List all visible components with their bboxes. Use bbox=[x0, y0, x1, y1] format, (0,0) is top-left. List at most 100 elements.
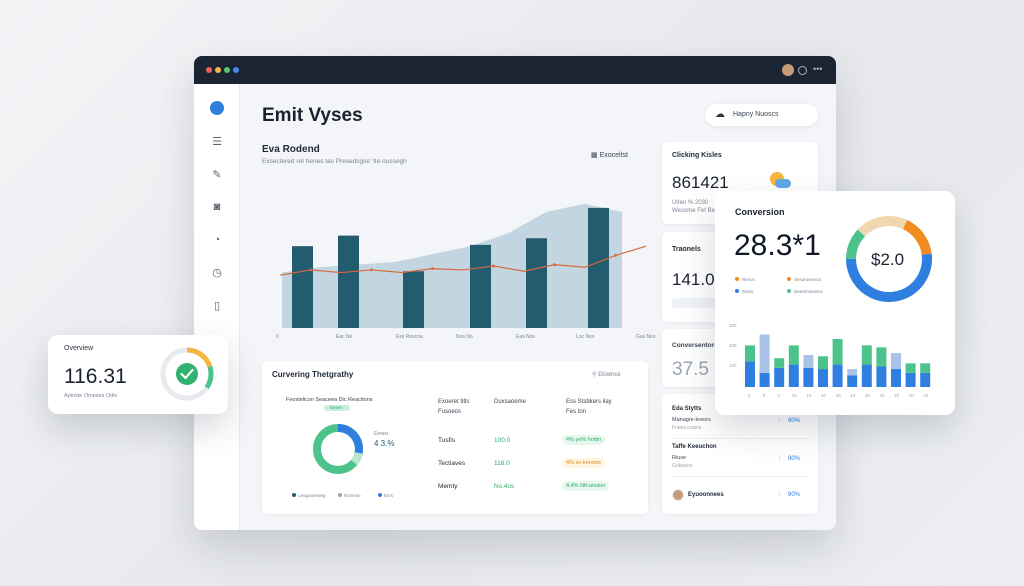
bar[interactable] bbox=[832, 339, 843, 365]
line-point bbox=[309, 268, 312, 272]
task-item[interactable]: Taffe Keeuchon Riuse Gobuoos ↑ 90% bbox=[662, 442, 818, 477]
row-change: 4% ye% hottin bbox=[562, 435, 606, 445]
clicking-title: Clicking Kisles bbox=[672, 152, 722, 159]
bar[interactable] bbox=[876, 366, 887, 387]
legend-entry: Leogoonedeg bbox=[292, 493, 326, 498]
bar[interactable] bbox=[905, 372, 916, 387]
bar[interactable] bbox=[803, 355, 814, 368]
conversions-title: Conversentors bbox=[672, 342, 718, 349]
home-icon[interactable] bbox=[208, 101, 226, 119]
dashboard-window: ••• ☰ ✎ ◙ ◔ ◷ ▯ Emit Vyses ☁ Hapny Nuosc… bbox=[194, 56, 836, 530]
task-line: Gobuoos bbox=[672, 463, 693, 469]
camera-icon[interactable]: ◙ bbox=[213, 201, 221, 213]
bar[interactable] bbox=[774, 367, 785, 387]
bar[interactable] bbox=[818, 369, 828, 387]
bar[interactable] bbox=[847, 369, 858, 376]
conversion-bar-chart: 300 200 100 2 3 3 10 10 10 10 10 20 20 20 20 20 bbox=[729, 323, 931, 398]
main-chart-title: Eva Rodend bbox=[262, 144, 320, 155]
pen-icon[interactable]: ✎ bbox=[212, 169, 222, 181]
minimize-window-icon[interactable] bbox=[215, 67, 221, 73]
settings-icon[interactable] bbox=[798, 65, 807, 75]
table-row[interactable]: Memty Ns.4os 4.4% Ntt-ansion bbox=[434, 479, 640, 497]
bar[interactable] bbox=[470, 244, 491, 328]
bar[interactable] bbox=[905, 363, 916, 373]
x-tick-label: 3 bbox=[777, 393, 780, 398]
user-chip-label: Hapny Nuoscs bbox=[733, 111, 779, 118]
bar[interactable] bbox=[745, 361, 755, 387]
bar[interactable] bbox=[876, 347, 887, 367]
x-tick-label: 10 bbox=[850, 393, 856, 398]
bar[interactable] bbox=[832, 364, 843, 387]
weather-icon bbox=[768, 170, 791, 192]
line-point bbox=[492, 264, 495, 268]
close-window-icon[interactable] bbox=[206, 67, 212, 73]
conversions-value: 37.5 bbox=[672, 359, 709, 380]
user-chip-icon: ☁ bbox=[715, 109, 725, 120]
row-change: 4% sn-kennos bbox=[562, 458, 605, 468]
bar[interactable] bbox=[803, 367, 814, 387]
maximize-window-icon[interactable] bbox=[224, 67, 230, 73]
clicking-value: 861421 bbox=[672, 173, 729, 192]
bar[interactable] bbox=[891, 369, 901, 387]
bar[interactable] bbox=[292, 246, 313, 328]
main-chart-action[interactable]: ▦ Exoceltst bbox=[591, 151, 628, 159]
overview-sub: Apinste Omeses Odis bbox=[64, 393, 118, 399]
task-line: Riuse bbox=[672, 455, 687, 461]
power-icon[interactable]: ◔ bbox=[213, 234, 221, 246]
bar[interactable] bbox=[861, 345, 872, 365]
conversion-title: Conversion bbox=[735, 207, 785, 217]
table-row[interactable]: Tectiaves 116.0 4% sn-kennos bbox=[434, 456, 640, 474]
x-tick-label: Eac Ns bbox=[336, 334, 353, 340]
overview-card[interactable]: Overview 116.31 Apinste Omeses Odis bbox=[48, 335, 228, 414]
task-item[interactable]: Eda Stytts Managre-kreors Fnees.coisco ↑ 90% bbox=[662, 404, 818, 439]
conversion-card[interactable]: Conversion 28.3*1 Resos Sesunesecos Setoy D… bbox=[715, 191, 955, 415]
task-item[interactable]: Eyuoonnees ↑ 90% bbox=[662, 480, 818, 514]
task-percent: 90% bbox=[788, 492, 801, 498]
bar[interactable] bbox=[526, 238, 547, 328]
bar[interactable] bbox=[588, 207, 609, 328]
bar[interactable] bbox=[920, 363, 931, 373]
document-icon[interactable]: ▯ bbox=[213, 300, 221, 312]
bar[interactable] bbox=[759, 372, 770, 387]
clock-icon[interactable]: ◷ bbox=[212, 267, 222, 279]
row-name: Tusfis bbox=[438, 437, 456, 444]
user-chip[interactable]: ☁ Hapny Nuoscs bbox=[705, 104, 818, 126]
bar[interactable] bbox=[338, 235, 359, 328]
task-percent: 90% bbox=[788, 418, 801, 424]
table-header-change: Ess Stsbkers ilay bbox=[566, 399, 612, 405]
table-header-change-sub: Fes ton bbox=[566, 409, 587, 415]
bar[interactable] bbox=[847, 375, 858, 387]
donut-value: 4 3.% bbox=[374, 439, 395, 448]
table-row[interactable]: Tusfis 100.0 4% ye% hottin bbox=[434, 433, 640, 451]
y-tick-label: 100 bbox=[729, 363, 737, 368]
avatar-icon[interactable] bbox=[782, 64, 794, 76]
legend-entry: Setoy bbox=[735, 289, 754, 294]
extra-window-icon[interactable] bbox=[233, 67, 239, 73]
bottom-action-icon: ⚲ bbox=[592, 372, 597, 378]
bar[interactable] bbox=[745, 345, 755, 362]
overview-ring bbox=[160, 347, 214, 401]
donut-segment bbox=[313, 424, 363, 474]
bar[interactable] bbox=[774, 358, 785, 368]
menu-icon[interactable]: ☰ bbox=[212, 136, 222, 148]
bar[interactable] bbox=[818, 356, 828, 370]
x-tick-label: Gas Nos bbox=[636, 334, 656, 340]
donut-panel-title: Feostelicsn Seaceea Dic Reactions bbox=[286, 397, 373, 403]
bar[interactable] bbox=[861, 364, 872, 387]
bar[interactable] bbox=[759, 334, 770, 373]
conversion-value: 28.3*1 bbox=[734, 229, 821, 262]
trend-up-icon: ↑ bbox=[778, 418, 781, 424]
table-header-name: Exoeret titls bbox=[438, 399, 470, 405]
bar[interactable] bbox=[788, 345, 799, 365]
divider bbox=[672, 438, 808, 439]
bar[interactable] bbox=[891, 353, 901, 370]
more-icon[interactable]: ••• bbox=[813, 64, 823, 74]
bar[interactable] bbox=[788, 364, 799, 387]
row-change: 4.4% Ntt-ansion bbox=[562, 481, 610, 491]
bar[interactable] bbox=[920, 372, 931, 387]
check-icon bbox=[182, 371, 183, 372]
bottom-action[interactable]: ⚲ Elownce bbox=[592, 371, 621, 378]
bar[interactable] bbox=[403, 271, 424, 328]
donut-chip-label: Eeses bbox=[330, 405, 343, 410]
line-point bbox=[614, 254, 617, 257]
